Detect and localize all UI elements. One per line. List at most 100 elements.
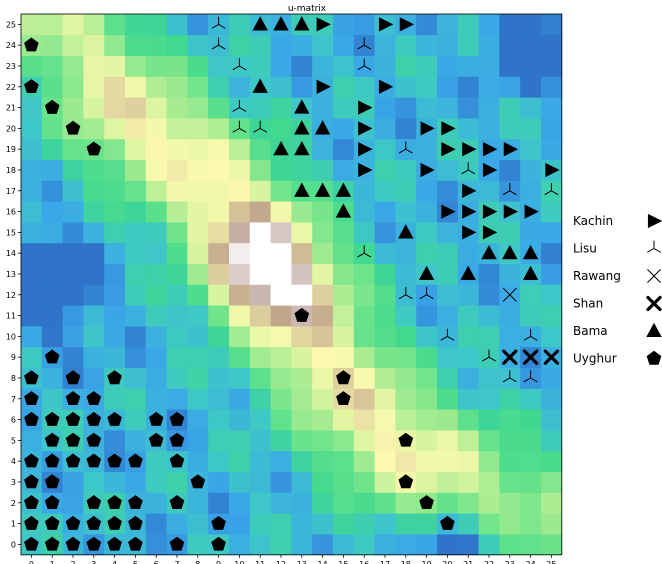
heatmap-cell [41, 138, 63, 160]
heatmap-cell [208, 471, 230, 493]
heatmap-cell [499, 263, 521, 285]
heatmap-cell [145, 201, 167, 223]
heatmap-cell [270, 388, 292, 410]
heatmap-cell [541, 34, 563, 56]
x-tick-label: 24 [526, 560, 536, 564]
heatmap-cell [395, 34, 417, 56]
heatmap-cell [374, 222, 396, 244]
y-tick-label: 1 [11, 520, 16, 529]
heatmap-cell [312, 222, 334, 244]
kachin-point [482, 142, 498, 157]
heatmap-cell [166, 118, 188, 140]
heatmap-cell [478, 97, 500, 119]
heatmap-cell [395, 409, 417, 431]
heatmap-cell [145, 326, 167, 348]
heatmap-cell [249, 55, 271, 77]
heatmap-cell [457, 492, 479, 514]
bama-point [252, 78, 268, 93]
heatmap-cell [395, 367, 417, 389]
heatmap-cell [312, 201, 334, 223]
lisu-point [440, 328, 455, 341]
heatmap-cell [104, 284, 126, 306]
y-tick-label: 15 [6, 228, 16, 237]
heatmap-cell [249, 430, 271, 452]
heatmap-cell [499, 305, 521, 327]
kachin-point [358, 100, 373, 115]
heatmap-cell [166, 76, 188, 98]
heatmap-cell [416, 367, 438, 389]
heatmap-cell [478, 534, 500, 556]
heatmap-cell [166, 180, 188, 202]
kachin-point [358, 162, 373, 178]
heatmap-cell [520, 450, 542, 472]
heatmap-cell [437, 222, 459, 244]
heatmap-cell [208, 326, 230, 348]
heatmap-cell [520, 14, 542, 36]
heatmap-cell [187, 159, 209, 181]
uyghur-point [128, 515, 143, 530]
heatmap-cell [187, 305, 209, 327]
heatmap-cell [395, 76, 417, 98]
heatmap-cell [353, 305, 375, 327]
heatmap-cell [187, 409, 209, 431]
heatmap-cell [499, 326, 521, 348]
heatmap-cell [125, 159, 147, 181]
heatmap-cell [83, 180, 105, 202]
heatmap-cell [41, 284, 63, 306]
heatmap-cell [249, 263, 271, 285]
y-tick-label: 23 [6, 62, 16, 71]
heatmap-cell [249, 97, 271, 119]
heatmap-cell [187, 430, 209, 452]
heatmap-cell [41, 263, 63, 285]
heatmap-cell [353, 222, 375, 244]
x-tick-label: 12 [276, 560, 286, 564]
uyghur-point [128, 453, 143, 468]
series-shan [502, 349, 560, 365]
heatmap-cell [187, 346, 209, 368]
kachin-point [358, 121, 373, 136]
kachin-point [378, 17, 394, 32]
heatmap-cell [374, 450, 396, 472]
heatmap-cell [208, 97, 230, 119]
heatmap-cell [499, 388, 521, 410]
heatmap-cell [541, 305, 563, 327]
uyghur-point [336, 391, 351, 406]
heatmap-cell [166, 346, 188, 368]
heatmap-cell [416, 180, 438, 202]
heatmap-cell [145, 76, 167, 98]
legend-label-lisu: Lisu [573, 242, 597, 256]
heatmap-cell [291, 409, 313, 431]
heatmap-cell [416, 14, 438, 36]
heatmap-cell [166, 222, 188, 244]
kachin-point [462, 225, 477, 240]
kachin-point [503, 204, 519, 219]
heatmap-cell [395, 388, 417, 410]
heatmap-cell [291, 513, 313, 535]
bama-point [460, 265, 476, 281]
heatmap-cell [374, 97, 396, 119]
uyghur-point [44, 349, 60, 364]
heatmap-cell [249, 513, 271, 535]
bama-point [273, 16, 289, 31]
heatmap-cell [437, 534, 459, 556]
heatmap-cell [41, 305, 63, 327]
heatmap-cell [125, 263, 147, 285]
heatmap-cell [395, 263, 417, 285]
heatmap-cell [374, 492, 396, 514]
heatmap-cell [21, 201, 43, 223]
heatmap-cell [333, 409, 355, 431]
heatmap-cell [457, 534, 479, 556]
heatmap-cell [416, 242, 438, 264]
heatmap-cell [229, 367, 251, 389]
heatmap-cell [270, 201, 292, 223]
heatmap-cell [125, 326, 147, 348]
heatmap-cell [187, 76, 209, 98]
heatmap-cell [270, 409, 292, 431]
bama-point [294, 182, 310, 197]
heatmap-cell [62, 14, 84, 36]
heatmap-cell [291, 159, 313, 181]
heatmap-cell [249, 388, 271, 410]
heatmap-cell [457, 513, 479, 535]
heatmap-cell [166, 471, 188, 493]
heatmap-cell [374, 242, 396, 264]
